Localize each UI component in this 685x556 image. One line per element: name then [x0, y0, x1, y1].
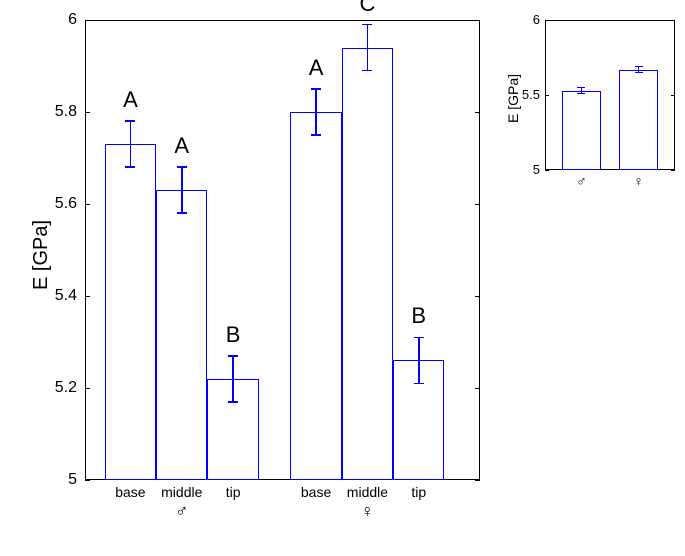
bar — [156, 190, 207, 480]
bar — [562, 91, 601, 171]
group-symbol-label: ♂ — [167, 502, 197, 520]
figure: 55.25.45.65.86E [GPa]AbaseAmiddleBtip♂Ab… — [0, 0, 685, 556]
significance-label: C — [352, 0, 382, 17]
bar — [619, 70, 658, 171]
bar — [290, 112, 341, 480]
significance-label: A — [167, 133, 197, 159]
category-label: tip — [208, 484, 258, 500]
category-label: middle — [157, 484, 207, 500]
bar — [342, 48, 393, 480]
y-axis-title: E [GPa] — [30, 220, 53, 290]
significance-label: A — [115, 87, 145, 113]
y-tick-label: 5.2 — [35, 379, 77, 397]
group-symbol-label: ♂ — [569, 174, 593, 188]
main-chart: 55.25.45.65.86E [GPa]AbaseAmiddleBtip♂Ab… — [85, 20, 480, 480]
y-tick-label: 5.6 — [35, 195, 77, 213]
category-label: tip — [394, 484, 444, 500]
y-tick-label: 5 — [510, 162, 540, 177]
bar — [105, 144, 156, 480]
y-axis-title: E [GPa] — [505, 74, 521, 123]
category-label: base — [291, 484, 341, 500]
group-symbol-label: ♀ — [627, 174, 651, 188]
significance-label: B — [404, 303, 434, 329]
significance-label: B — [218, 322, 248, 348]
group-symbol-label: ♀ — [352, 502, 382, 520]
category-label: middle — [342, 484, 392, 500]
y-tick-label: 6 — [35, 11, 77, 29]
y-tick-label: 5.8 — [35, 103, 77, 121]
y-tick-label: 5 — [35, 471, 77, 489]
y-tick-label: 6 — [510, 12, 540, 27]
inset-chart: 55.56E [GPa]♂♀ — [545, 20, 675, 170]
significance-label: A — [301, 55, 331, 81]
category-label: base — [105, 484, 155, 500]
